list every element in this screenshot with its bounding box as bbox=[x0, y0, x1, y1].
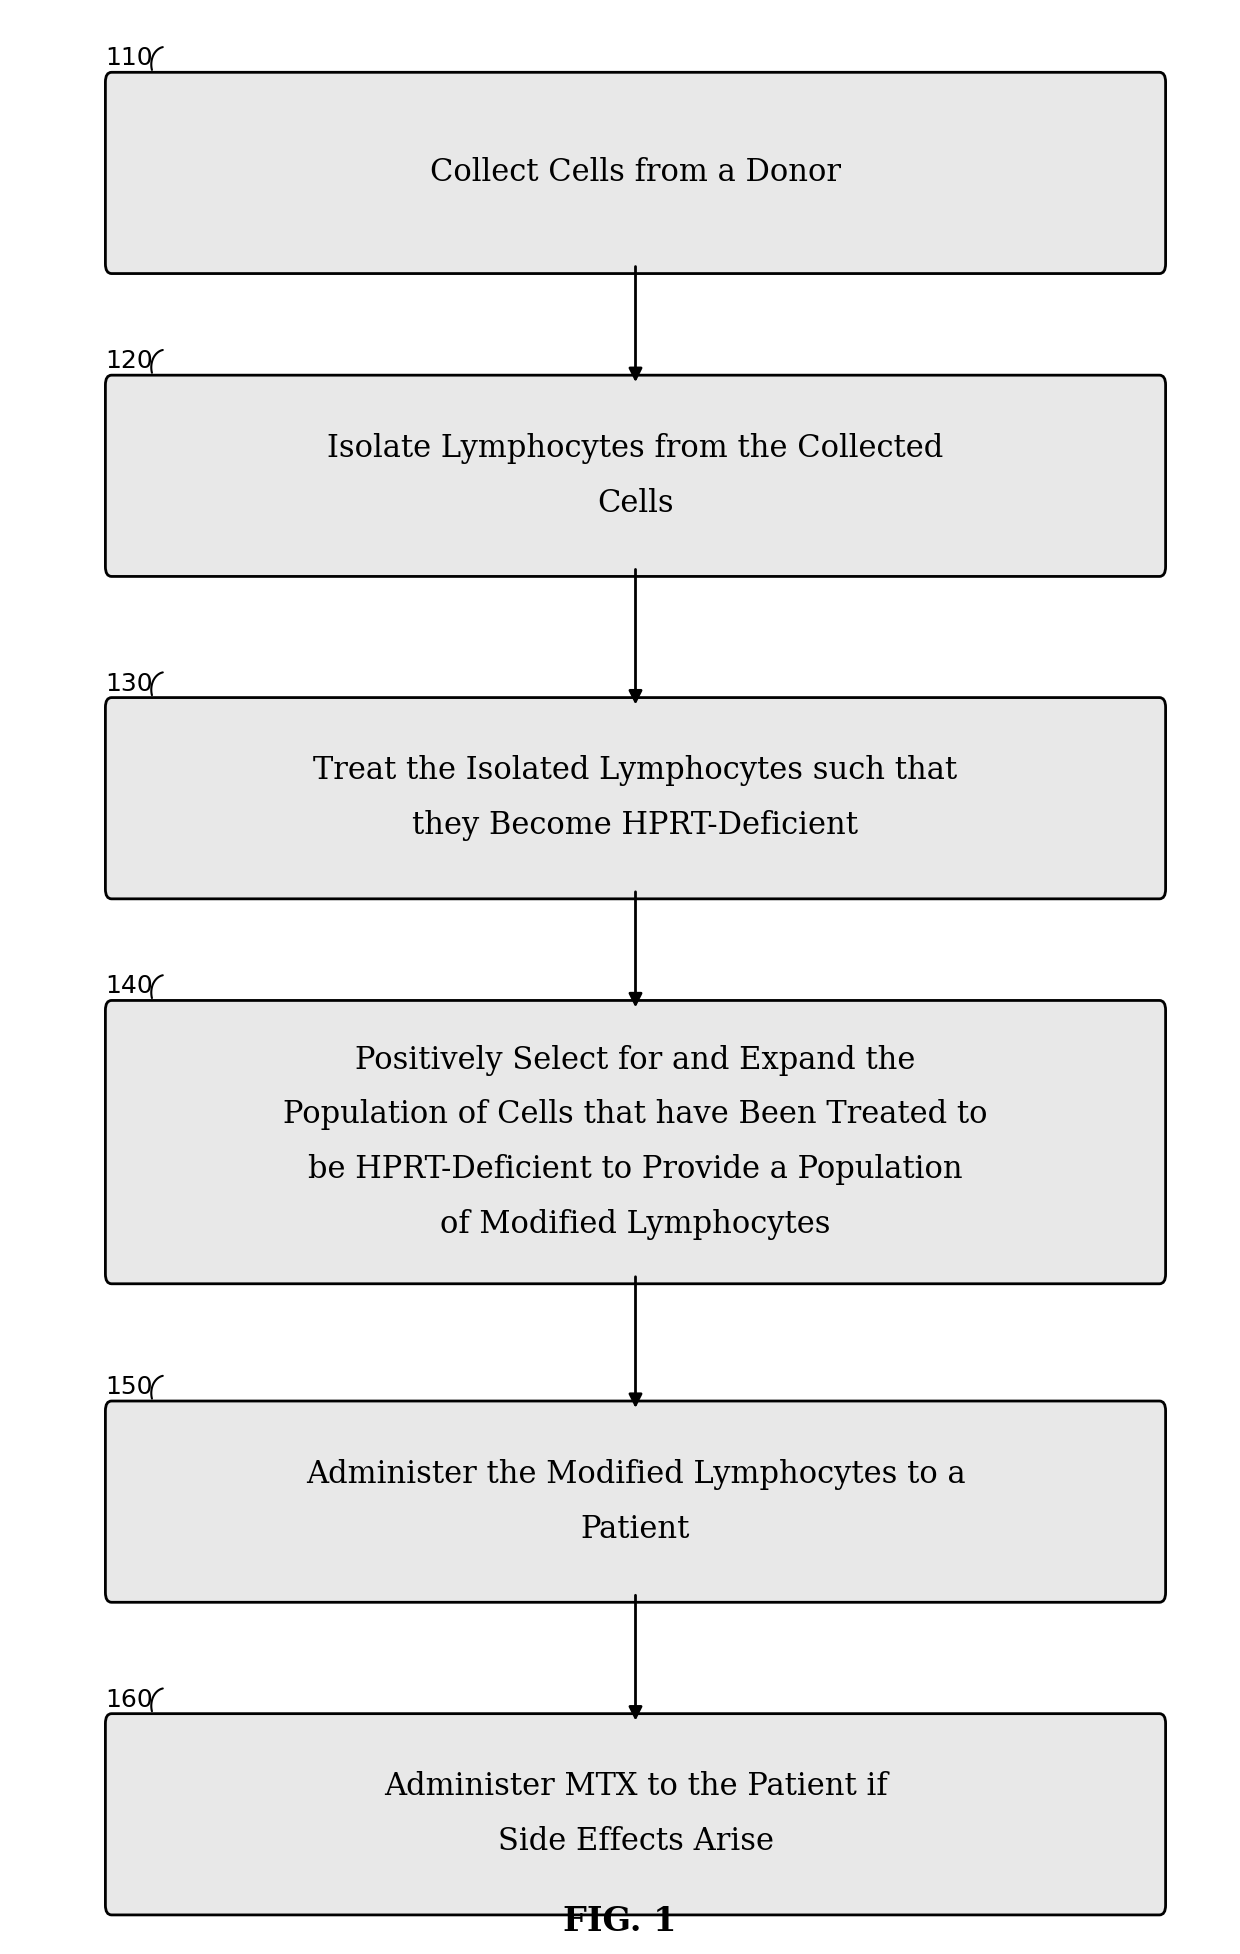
FancyBboxPatch shape bbox=[105, 698, 1166, 899]
Text: Side Effects Arise: Side Effects Arise bbox=[497, 1827, 774, 1856]
Text: Population of Cells that have Been Treated to: Population of Cells that have Been Treat… bbox=[283, 1100, 988, 1129]
FancyBboxPatch shape bbox=[105, 72, 1166, 274]
Text: of Modified Lymphocytes: of Modified Lymphocytes bbox=[440, 1210, 831, 1239]
Text: Collect Cells from a Donor: Collect Cells from a Donor bbox=[430, 158, 841, 188]
FancyBboxPatch shape bbox=[105, 1000, 1166, 1284]
Text: 120: 120 bbox=[105, 350, 154, 373]
Text: Administer MTX to the Patient if: Administer MTX to the Patient if bbox=[383, 1772, 888, 1802]
Text: they Become HPRT-Deficient: they Become HPRT-Deficient bbox=[413, 811, 858, 840]
Text: be HPRT-Deficient to Provide a Population: be HPRT-Deficient to Provide a Populatio… bbox=[309, 1155, 962, 1184]
Text: Cells: Cells bbox=[598, 488, 673, 518]
Text: 160: 160 bbox=[105, 1688, 154, 1712]
Text: Treat the Isolated Lymphocytes such that: Treat the Isolated Lymphocytes such that bbox=[314, 756, 957, 786]
FancyBboxPatch shape bbox=[105, 1401, 1166, 1602]
FancyBboxPatch shape bbox=[105, 375, 1166, 576]
Text: Positively Select for and Expand the: Positively Select for and Expand the bbox=[356, 1045, 915, 1075]
Text: FIG. 1: FIG. 1 bbox=[563, 1905, 677, 1938]
Text: Patient: Patient bbox=[580, 1514, 691, 1544]
Text: Administer the Modified Lymphocytes to a: Administer the Modified Lymphocytes to a bbox=[306, 1460, 965, 1489]
Text: 150: 150 bbox=[105, 1376, 153, 1399]
Text: 110: 110 bbox=[105, 47, 153, 70]
Text: 140: 140 bbox=[105, 975, 154, 998]
Text: Isolate Lymphocytes from the Collected: Isolate Lymphocytes from the Collected bbox=[327, 434, 944, 463]
Text: 130: 130 bbox=[105, 672, 153, 696]
FancyBboxPatch shape bbox=[105, 1714, 1166, 1915]
